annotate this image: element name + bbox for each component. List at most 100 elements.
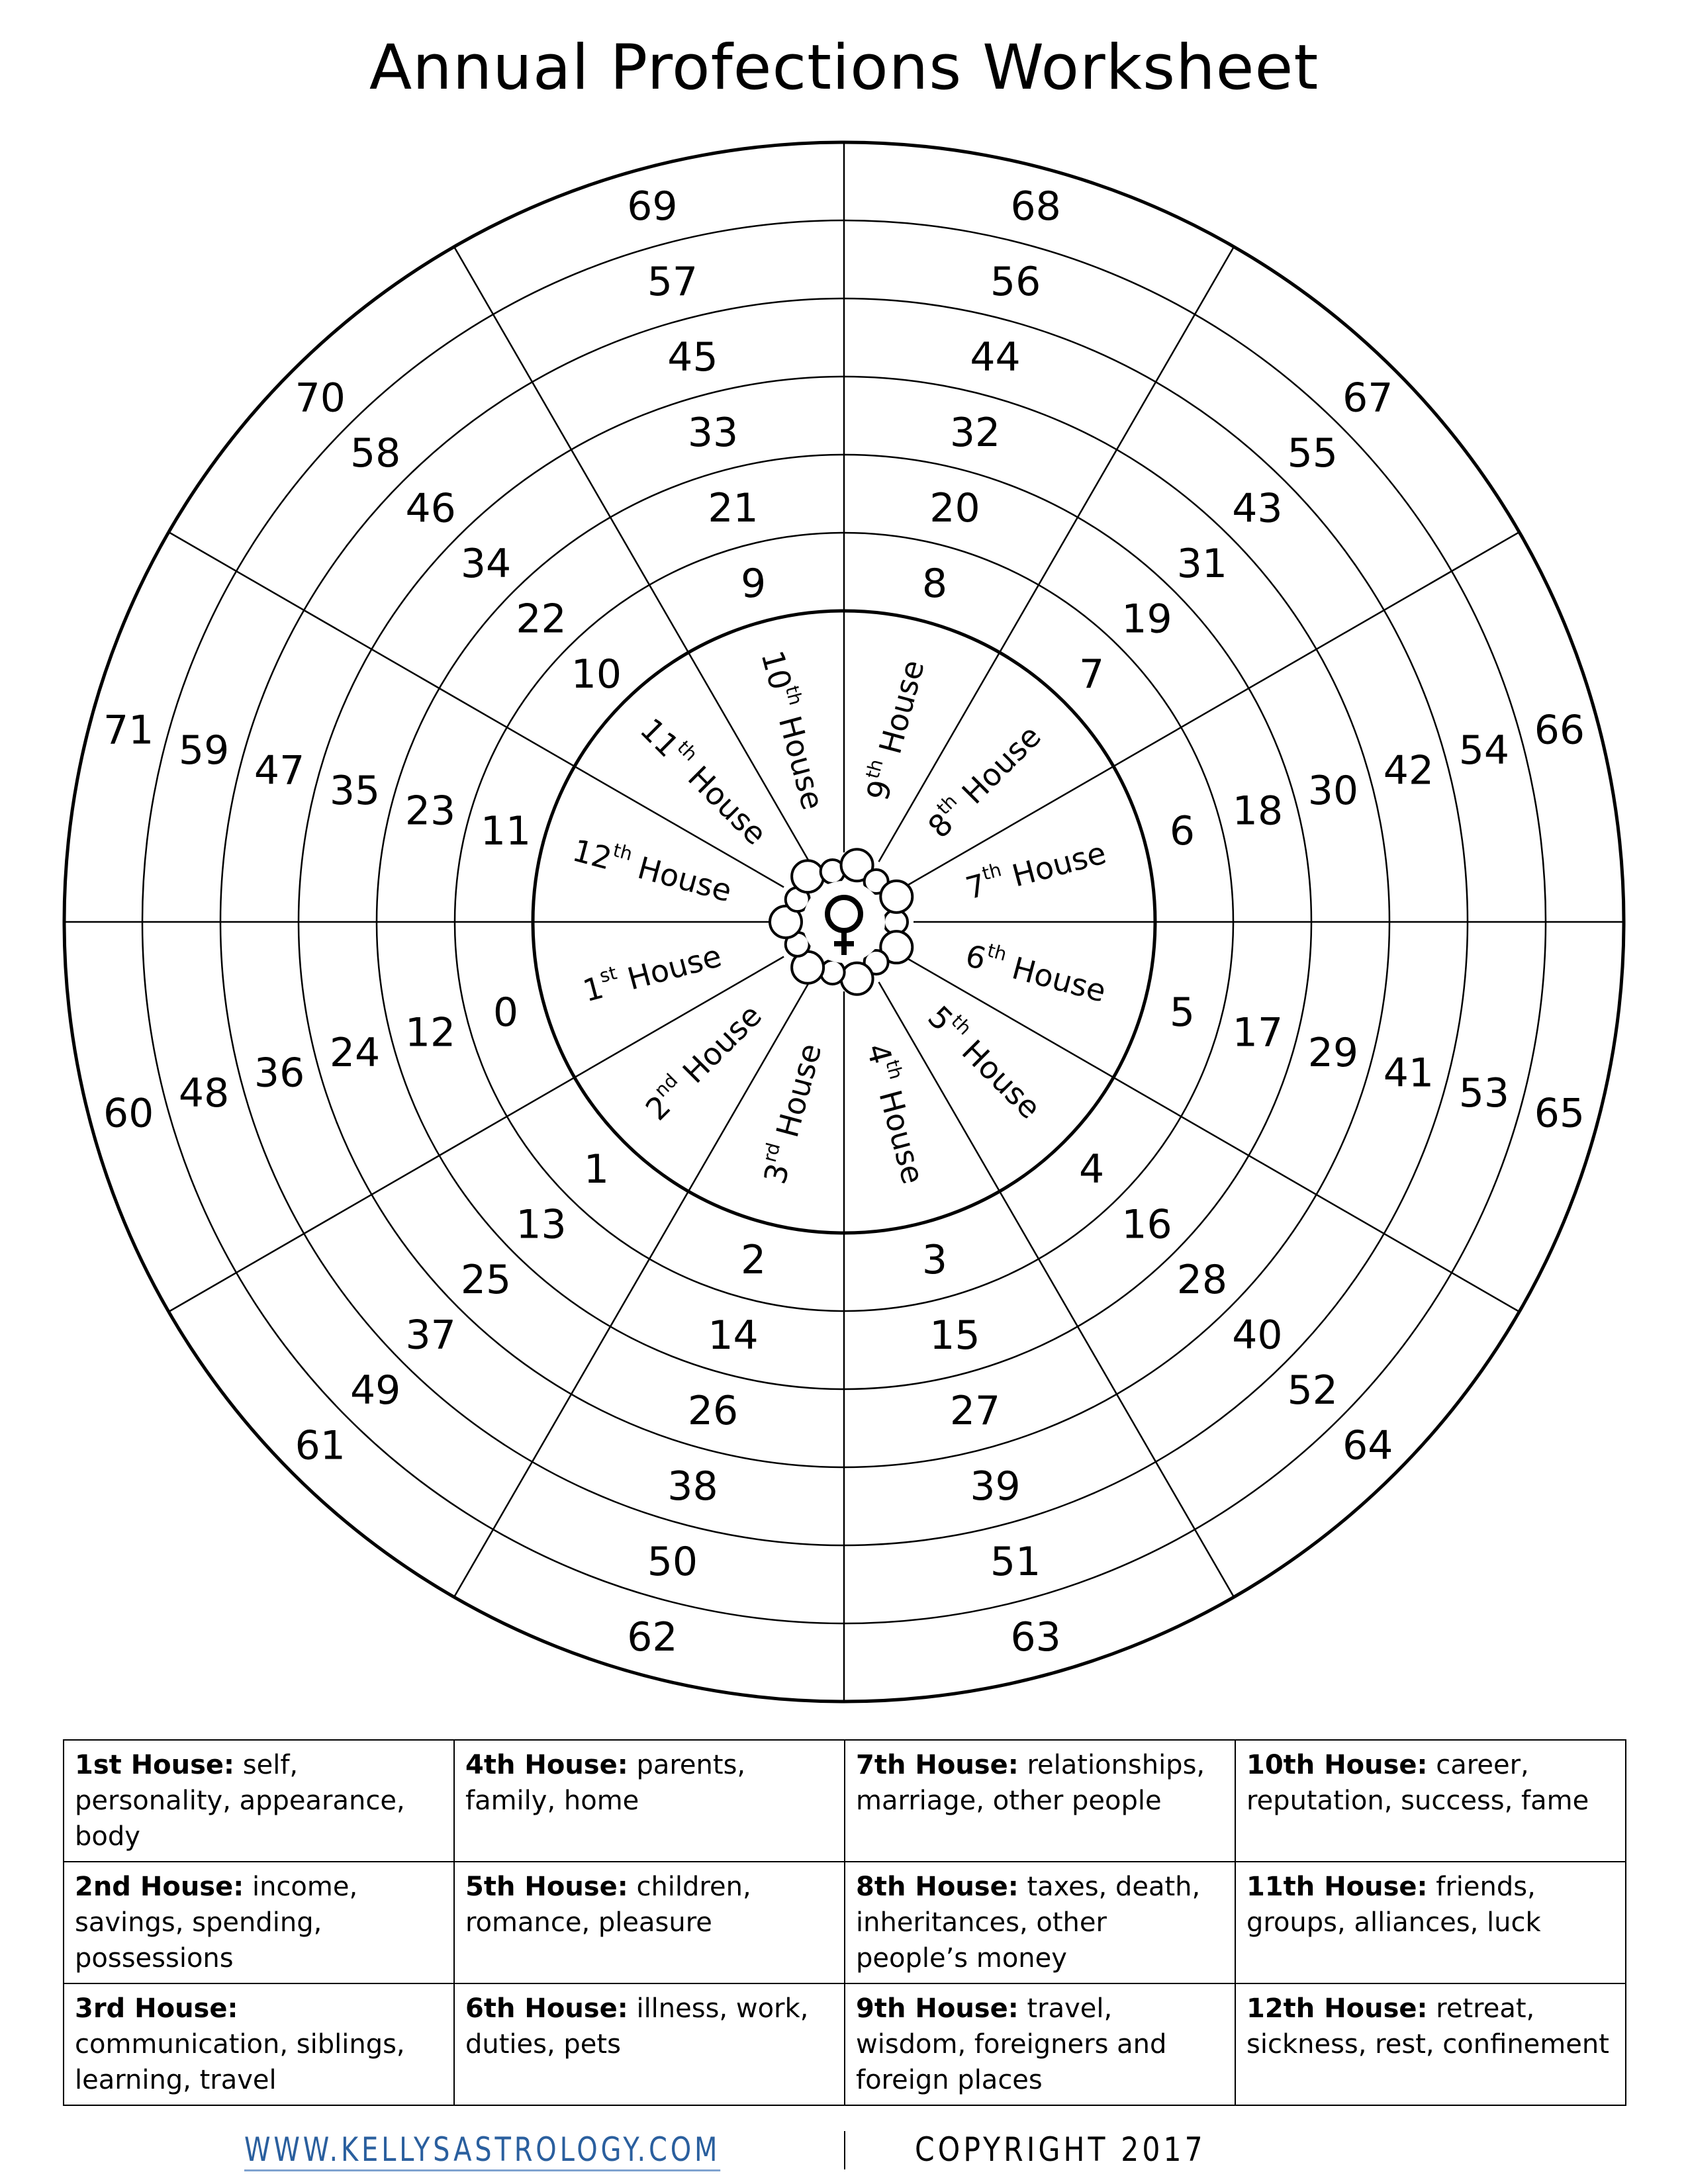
house-title: 8th House: [856,1872,1019,1902]
house-title: 12th House: [1246,1993,1428,2024]
age-number: 21 [708,485,758,531]
house-title: 1st House: [75,1750,235,1780]
age-number: 1 [584,1146,609,1193]
age-number: 30 [1308,768,1358,814]
house-meaning-text: income, savings, spending, possessions [75,1872,358,1974]
age-number: 60 [103,1091,154,1137]
age-number: 57 [647,259,698,305]
age-number: 36 [254,1050,305,1097]
house-meaning-cell: 5th House: children, romance, pleasure [453,1861,845,1984]
age-number: 47 [254,747,305,794]
age-number: 11 [481,808,531,854]
age-number: 51 [990,1539,1041,1585]
house-meaning-text: retreat, sickness, rest, confinement [1246,1993,1609,2060]
age-number: 22 [516,596,566,643]
age-number: 68 [1010,183,1060,230]
house-cusp-line [168,956,784,1313]
age-number: 0 [493,989,518,1036]
house-word-text: House [624,938,725,997]
house-label-2: 2nd House [636,995,769,1127]
swirl-icon [790,859,825,894]
age-number: 64 [1342,1422,1393,1469]
age-number: 39 [970,1463,1020,1510]
house-meaning-text: friends, groups, alliances, luck [1246,1872,1541,1938]
age-number: 27 [950,1388,1000,1434]
age-number: 7 [1079,651,1104,698]
house-label-11: 11th House [633,709,776,852]
house-meaning-text: travel, wisdom, foreigners and foreign p… [856,1993,1167,2095]
house-cusp-line [453,981,810,1598]
house-cusp-line [453,246,810,862]
house-cusp-line [904,956,1520,1313]
house-label-12: 12th House [569,829,736,909]
house-meaning-cell: 1st House: self, personality, appearance… [63,1739,455,1862]
house-cusp-line [878,981,1235,1598]
swirl-icon [839,961,874,996]
house-meaning-cell: 9th House: travel, wisdom, foreigners an… [844,1983,1236,2106]
house-title: 4th House: [465,1750,628,1780]
age-number: 15 [929,1312,980,1359]
house-word-text: House [955,718,1048,811]
age-number: 50 [647,1539,698,1585]
house-meanings-table: 1st House: self, personality, appearance… [63,1739,1626,2106]
age-number: 45 [667,334,718,381]
age-number: 31 [1177,541,1227,587]
age-number: 6 [1170,808,1195,854]
house-meaning-text: relationships, marriage, other people [856,1750,1205,1816]
age-number: 25 [461,1257,511,1303]
age-number: 8 [922,561,947,607]
center-ornament [769,848,914,996]
age-number: 10 [571,651,622,698]
house-meaning-text: illness, work, duties, pets [465,1993,809,2060]
age-number: 65 [1534,1091,1585,1137]
house-title: 6th House: [465,1993,628,2024]
website-link[interactable]: WWW.KELLYSASTROLOGY.COM [244,2130,721,2171]
age-number: 23 [405,788,455,835]
age-number: 37 [405,1312,455,1358]
age-number: 55 [1288,430,1338,477]
house-title: 5th House: [465,1872,628,1902]
age-number: 61 [295,1422,346,1469]
age-number: 52 [1288,1367,1338,1414]
age-number: 49 [350,1367,400,1414]
age-number: 34 [461,541,511,587]
house-label-8: 8th House [919,715,1048,844]
house-meaning-cell: 10th House: career, reputation, success,… [1235,1739,1626,1862]
house-word-text: House [681,759,774,852]
house-word-text: House [1008,950,1109,1009]
age-number: 3 [922,1237,947,1283]
age-number: 16 [1121,1201,1172,1248]
swirl-icon [769,905,803,939]
age-number: 19 [1121,596,1172,643]
house-cusp-line [168,531,784,888]
age-number: 5 [1170,989,1195,1036]
age-number: 62 [627,1614,677,1661]
age-number: 20 [929,485,980,531]
age-number: 33 [688,410,738,456]
house-meaning-text: career, reputation, success, fame [1246,1750,1589,1816]
house-word-text: House [769,1040,828,1141]
table-row: 3rd House: communication, siblings, lear… [63,1983,1626,2106]
footer: WWW.KELLYSASTROLOGY.COM COPYRIGHT 2017 [0,2130,1688,2176]
age-number: 44 [970,334,1020,381]
age-number: 54 [1459,727,1509,774]
house-word-text: House [872,1086,931,1187]
house-word-text: House [634,850,735,909]
age-numbers: 0122436486011325374961214263850623152739… [103,183,1585,1661]
age-number: 26 [688,1388,738,1434]
age-number: 66 [1534,707,1585,753]
house-meaning-text: taxes, death, inheritances, other people… [856,1872,1201,1974]
age-number: 13 [516,1201,566,1248]
house-meaning-cell: 11th House: friends, groups, alliances, … [1235,1861,1626,1984]
house-meaning-cell: 4th House: parents, family, home [453,1739,845,1862]
house-meaning-cell: 6th House: illness, work, duties, pets [453,1983,845,2106]
age-number: 35 [330,768,380,814]
age-number: 69 [627,183,677,230]
house-title: 9th House: [856,1993,1019,2024]
house-title: 11th House: [1246,1872,1428,1902]
house-meaning-text: children, romance, pleasure [465,1872,751,1938]
copyright-text: COPYRIGHT 2017 [915,2130,1206,2169]
house-meaning-cell: 7th House: relationships, marriage, othe… [844,1739,1236,1862]
age-number: 43 [1232,486,1282,532]
age-number: 70 [295,375,346,422]
